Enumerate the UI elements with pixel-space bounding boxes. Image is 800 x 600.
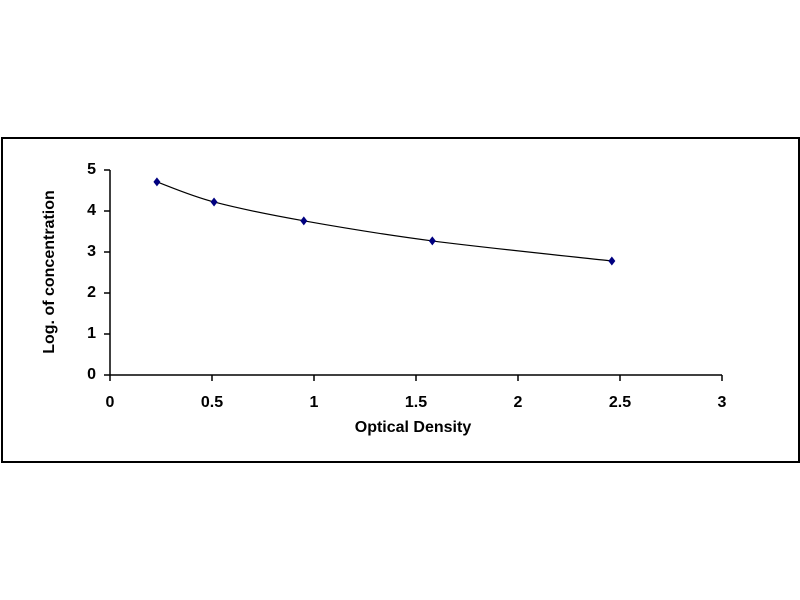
y-tick-label: 2 (87, 284, 96, 301)
curve (156, 181, 612, 262)
y-tick-label: 0 (87, 366, 96, 383)
y-tick-label: 3 (87, 243, 96, 260)
x-tick-label: 1 (310, 394, 319, 411)
y-tick-label: 5 (87, 161, 96, 178)
y-axis-title: Log. of concentration (41, 190, 58, 354)
point (428, 236, 436, 246)
y-tick-label: 1 (87, 325, 96, 342)
point (608, 256, 616, 266)
x-tick-label: 2 (514, 394, 523, 411)
y-tick-label: 4 (87, 202, 96, 219)
x-tick-label: 3 (718, 394, 727, 411)
chart-frame (1, 137, 800, 463)
x-tick-label: 0.5 (201, 394, 223, 411)
x-tick-label: 1.5 (405, 394, 427, 411)
x-tick-label: 0 (106, 394, 115, 411)
point (153, 177, 161, 187)
x-tick-label: 2.5 (609, 394, 631, 411)
x-axis-title: Optical Density (355, 419, 472, 436)
point (300, 216, 308, 226)
point (210, 197, 218, 207)
